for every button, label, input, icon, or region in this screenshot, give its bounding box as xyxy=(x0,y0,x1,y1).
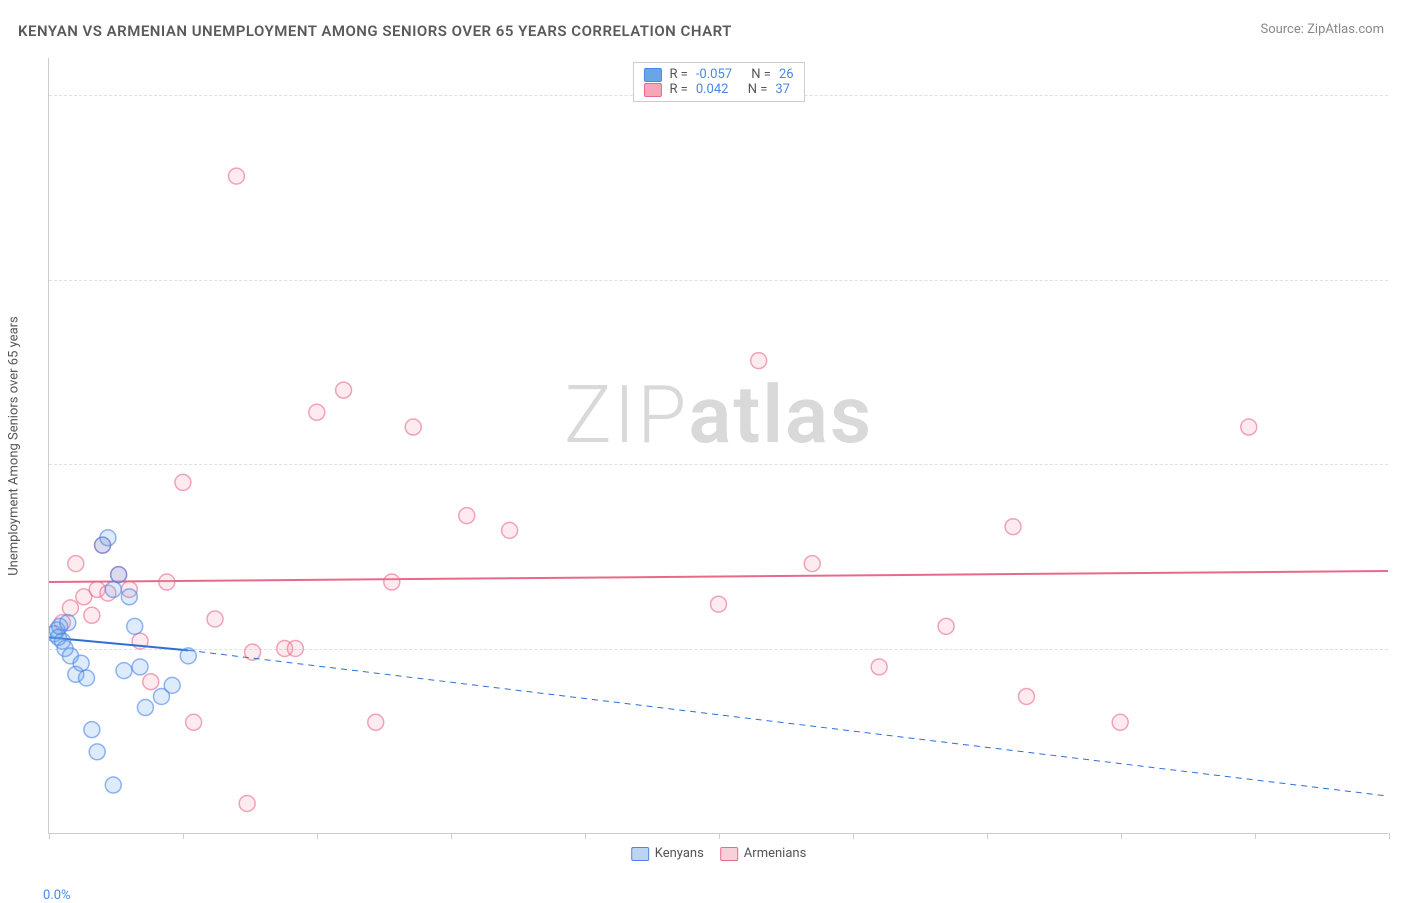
swatch-armenians-icon xyxy=(643,83,661,97)
legend-label: Kenyans xyxy=(655,846,704,861)
xtick-label: 0.0% xyxy=(43,888,71,903)
r-label: R = xyxy=(669,82,687,97)
legend-series: Kenyans Armenians xyxy=(631,846,807,861)
source-label: Source: ZipAtlas.com xyxy=(1260,22,1384,37)
xtick xyxy=(1255,833,1256,839)
n-label: N = xyxy=(751,67,771,82)
xtick xyxy=(1121,833,1122,839)
r-value-0: -0.057 xyxy=(696,67,732,82)
xtick xyxy=(183,833,184,839)
plot-area: ZIPatlas R = -0.057 N = 26 R = 0.042 N =… xyxy=(48,58,1388,834)
n-value-1: 37 xyxy=(775,82,790,97)
xtick xyxy=(585,833,586,839)
chart-title: KENYAN VS ARMENIAN UNEMPLOYMENT AMONG SE… xyxy=(18,22,732,40)
legend-item-kenyans: Kenyans xyxy=(631,846,704,861)
legend-stats: R = -0.057 N = 26 R = 0.042 N = 37 xyxy=(632,62,804,102)
chart-container: KENYAN VS ARMENIAN UNEMPLOYMENT AMONG SE… xyxy=(0,0,1406,892)
legend-label: Armenians xyxy=(744,846,806,861)
ytick-label: 15.0% xyxy=(1394,272,1406,287)
xtick xyxy=(1389,833,1390,839)
swatch-kenyans-icon xyxy=(631,847,649,861)
xtick xyxy=(49,833,50,839)
legend-stats-row-1: R = 0.042 N = 37 xyxy=(643,82,793,97)
legend-stats-row-0: R = -0.057 N = 26 xyxy=(643,67,793,82)
xtick xyxy=(719,833,720,839)
xtick xyxy=(987,833,988,839)
r-value-1: 0.042 xyxy=(696,82,729,97)
ytick-label: 5.0% xyxy=(1394,642,1406,657)
xtick xyxy=(451,833,452,839)
ytick-label: 20.0% xyxy=(1394,87,1406,102)
n-label: N = xyxy=(748,82,768,97)
swatch-armenians-icon xyxy=(720,847,738,861)
xtick-label: 50.0% xyxy=(1394,888,1406,903)
xtick xyxy=(317,833,318,839)
chart-svg xyxy=(49,58,1388,833)
xtick xyxy=(853,833,854,839)
y-axis-label: Unemployment Among Seniors over 65 years xyxy=(7,316,22,576)
swatch-kenyans-icon xyxy=(643,68,661,82)
r-label: R = xyxy=(669,67,687,82)
ytick-label: 10.0% xyxy=(1394,457,1406,472)
n-value-0: 26 xyxy=(779,67,794,82)
legend-item-armenians: Armenians xyxy=(720,846,806,861)
